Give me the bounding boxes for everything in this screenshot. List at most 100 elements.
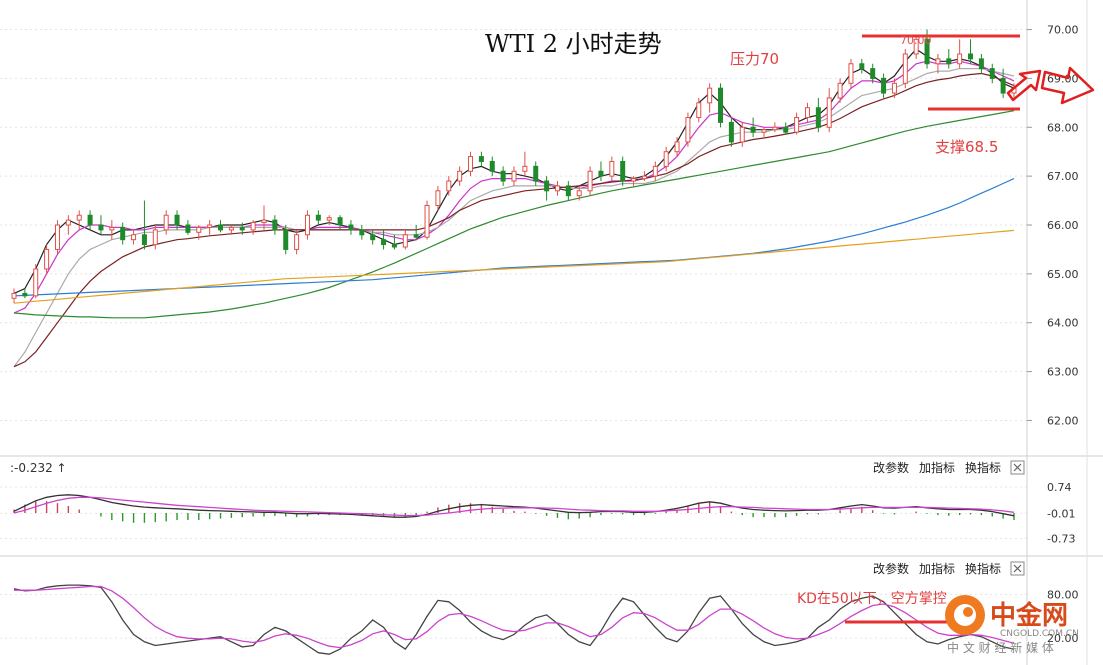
main-y-tick-label: 65.00 bbox=[1047, 268, 1079, 281]
candle bbox=[663, 146, 669, 172]
candle bbox=[478, 151, 484, 167]
kd-y-ticks: 80.00 20.00 bbox=[1047, 589, 1079, 646]
candle bbox=[826, 88, 832, 133]
macd-change-params-button[interactable]: 改参数 bbox=[873, 460, 909, 475]
kd-toolbar: 改参数 加指标 换指标 bbox=[873, 561, 1025, 576]
kd-y-tick-label: 20.00 bbox=[1047, 632, 1079, 645]
candle bbox=[381, 229, 387, 250]
candle bbox=[315, 210, 321, 225]
candle bbox=[696, 97, 702, 123]
candle bbox=[435, 185, 441, 211]
kd-add-indicator-button[interactable]: 加指标 bbox=[919, 561, 955, 576]
kd-change-params-button[interactable]: 改参数 bbox=[873, 561, 909, 576]
candle bbox=[33, 264, 39, 299]
candle bbox=[283, 225, 289, 255]
candle bbox=[348, 220, 354, 235]
candle bbox=[402, 229, 408, 250]
candle bbox=[989, 63, 995, 84]
macd-toolbar: 改参数 加指标 换指标 bbox=[873, 460, 1025, 475]
watermark: 中金网 CNGOLD.COM.CN 中 文 财 经 新 媒 体 bbox=[945, 595, 1079, 655]
candle bbox=[250, 220, 256, 235]
candle bbox=[294, 229, 300, 255]
candlesticks bbox=[11, 29, 1017, 304]
candle bbox=[946, 49, 952, 69]
main-y-tick-label: 70.00 bbox=[1047, 24, 1079, 37]
main-grid bbox=[0, 29, 1027, 421]
macd-line bbox=[13, 494, 1015, 518]
main-y-tick-label: 68.00 bbox=[1047, 121, 1079, 134]
candle bbox=[500, 166, 506, 186]
candle bbox=[163, 210, 169, 235]
macd-close-icon[interactable] bbox=[1010, 460, 1025, 475]
candle bbox=[141, 200, 147, 250]
candle bbox=[685, 112, 691, 147]
candle bbox=[652, 161, 658, 182]
moving-averages bbox=[13, 48, 1015, 368]
candle bbox=[804, 102, 810, 123]
candle bbox=[391, 234, 397, 250]
candle bbox=[728, 117, 734, 147]
candle bbox=[533, 161, 539, 186]
candle bbox=[718, 83, 724, 128]
candle bbox=[457, 166, 463, 186]
candle bbox=[761, 127, 767, 138]
macd-y-ticks: 0.74 -0.01 -0.73 bbox=[1047, 481, 1075, 545]
candle bbox=[239, 222, 245, 235]
candle bbox=[913, 34, 919, 59]
watermark-site: CNGOLD.COM.CN bbox=[1000, 629, 1079, 639]
candle bbox=[489, 156, 495, 177]
candle bbox=[739, 122, 745, 147]
candle bbox=[207, 220, 213, 235]
kd-line bbox=[14, 585, 1015, 649]
kd-switch-indicator-button[interactable]: 换指标 bbox=[965, 561, 1001, 576]
candle bbox=[859, 58, 865, 74]
macd-grid bbox=[0, 486, 1027, 540]
candle bbox=[44, 244, 50, 274]
candle bbox=[631, 176, 637, 186]
arrow-up-right-icon bbox=[1006, 69, 1042, 102]
macd-switch-indicator-button[interactable]: 换指标 bbox=[965, 460, 1001, 475]
candle bbox=[131, 229, 137, 245]
candle bbox=[11, 288, 17, 304]
ma-line bbox=[13, 60, 1015, 314]
candle bbox=[794, 112, 800, 135]
candle bbox=[424, 200, 430, 240]
ma-line bbox=[13, 229, 1015, 304]
candle bbox=[707, 83, 713, 113]
candle bbox=[228, 225, 234, 235]
candle bbox=[522, 151, 528, 177]
ma-line bbox=[13, 110, 1015, 319]
candle bbox=[576, 185, 582, 201]
kd-close-icon[interactable] bbox=[1010, 561, 1025, 576]
candle bbox=[881, 73, 887, 98]
candle bbox=[1000, 68, 1006, 98]
ma-line bbox=[13, 178, 1015, 297]
macd-add-indicator-button[interactable]: 加指标 bbox=[919, 460, 955, 475]
candle bbox=[772, 122, 778, 133]
candle bbox=[185, 220, 191, 235]
candle bbox=[511, 166, 517, 186]
candle bbox=[413, 225, 419, 240]
candle bbox=[196, 225, 202, 240]
candle bbox=[815, 97, 821, 133]
candle bbox=[152, 225, 158, 250]
candle bbox=[109, 220, 115, 240]
candle bbox=[598, 161, 604, 182]
candle bbox=[54, 220, 60, 255]
macd-y-tick-label: -0.73 bbox=[1047, 533, 1075, 546]
candle bbox=[304, 210, 310, 240]
candle bbox=[76, 210, 82, 230]
candle bbox=[554, 181, 560, 196]
candle bbox=[370, 229, 376, 245]
candle bbox=[587, 166, 593, 196]
main-y-tick-label: 64.00 bbox=[1047, 317, 1079, 330]
macd-y-tick-label: -0.01 bbox=[1047, 507, 1075, 520]
candle bbox=[22, 288, 28, 299]
candle bbox=[120, 222, 126, 245]
resistance-label: 压力70 bbox=[730, 50, 779, 68]
candle bbox=[674, 137, 680, 157]
kd-grid bbox=[0, 594, 1027, 639]
main-y-tick-label: 63.00 bbox=[1047, 366, 1079, 379]
candle bbox=[978, 53, 984, 74]
